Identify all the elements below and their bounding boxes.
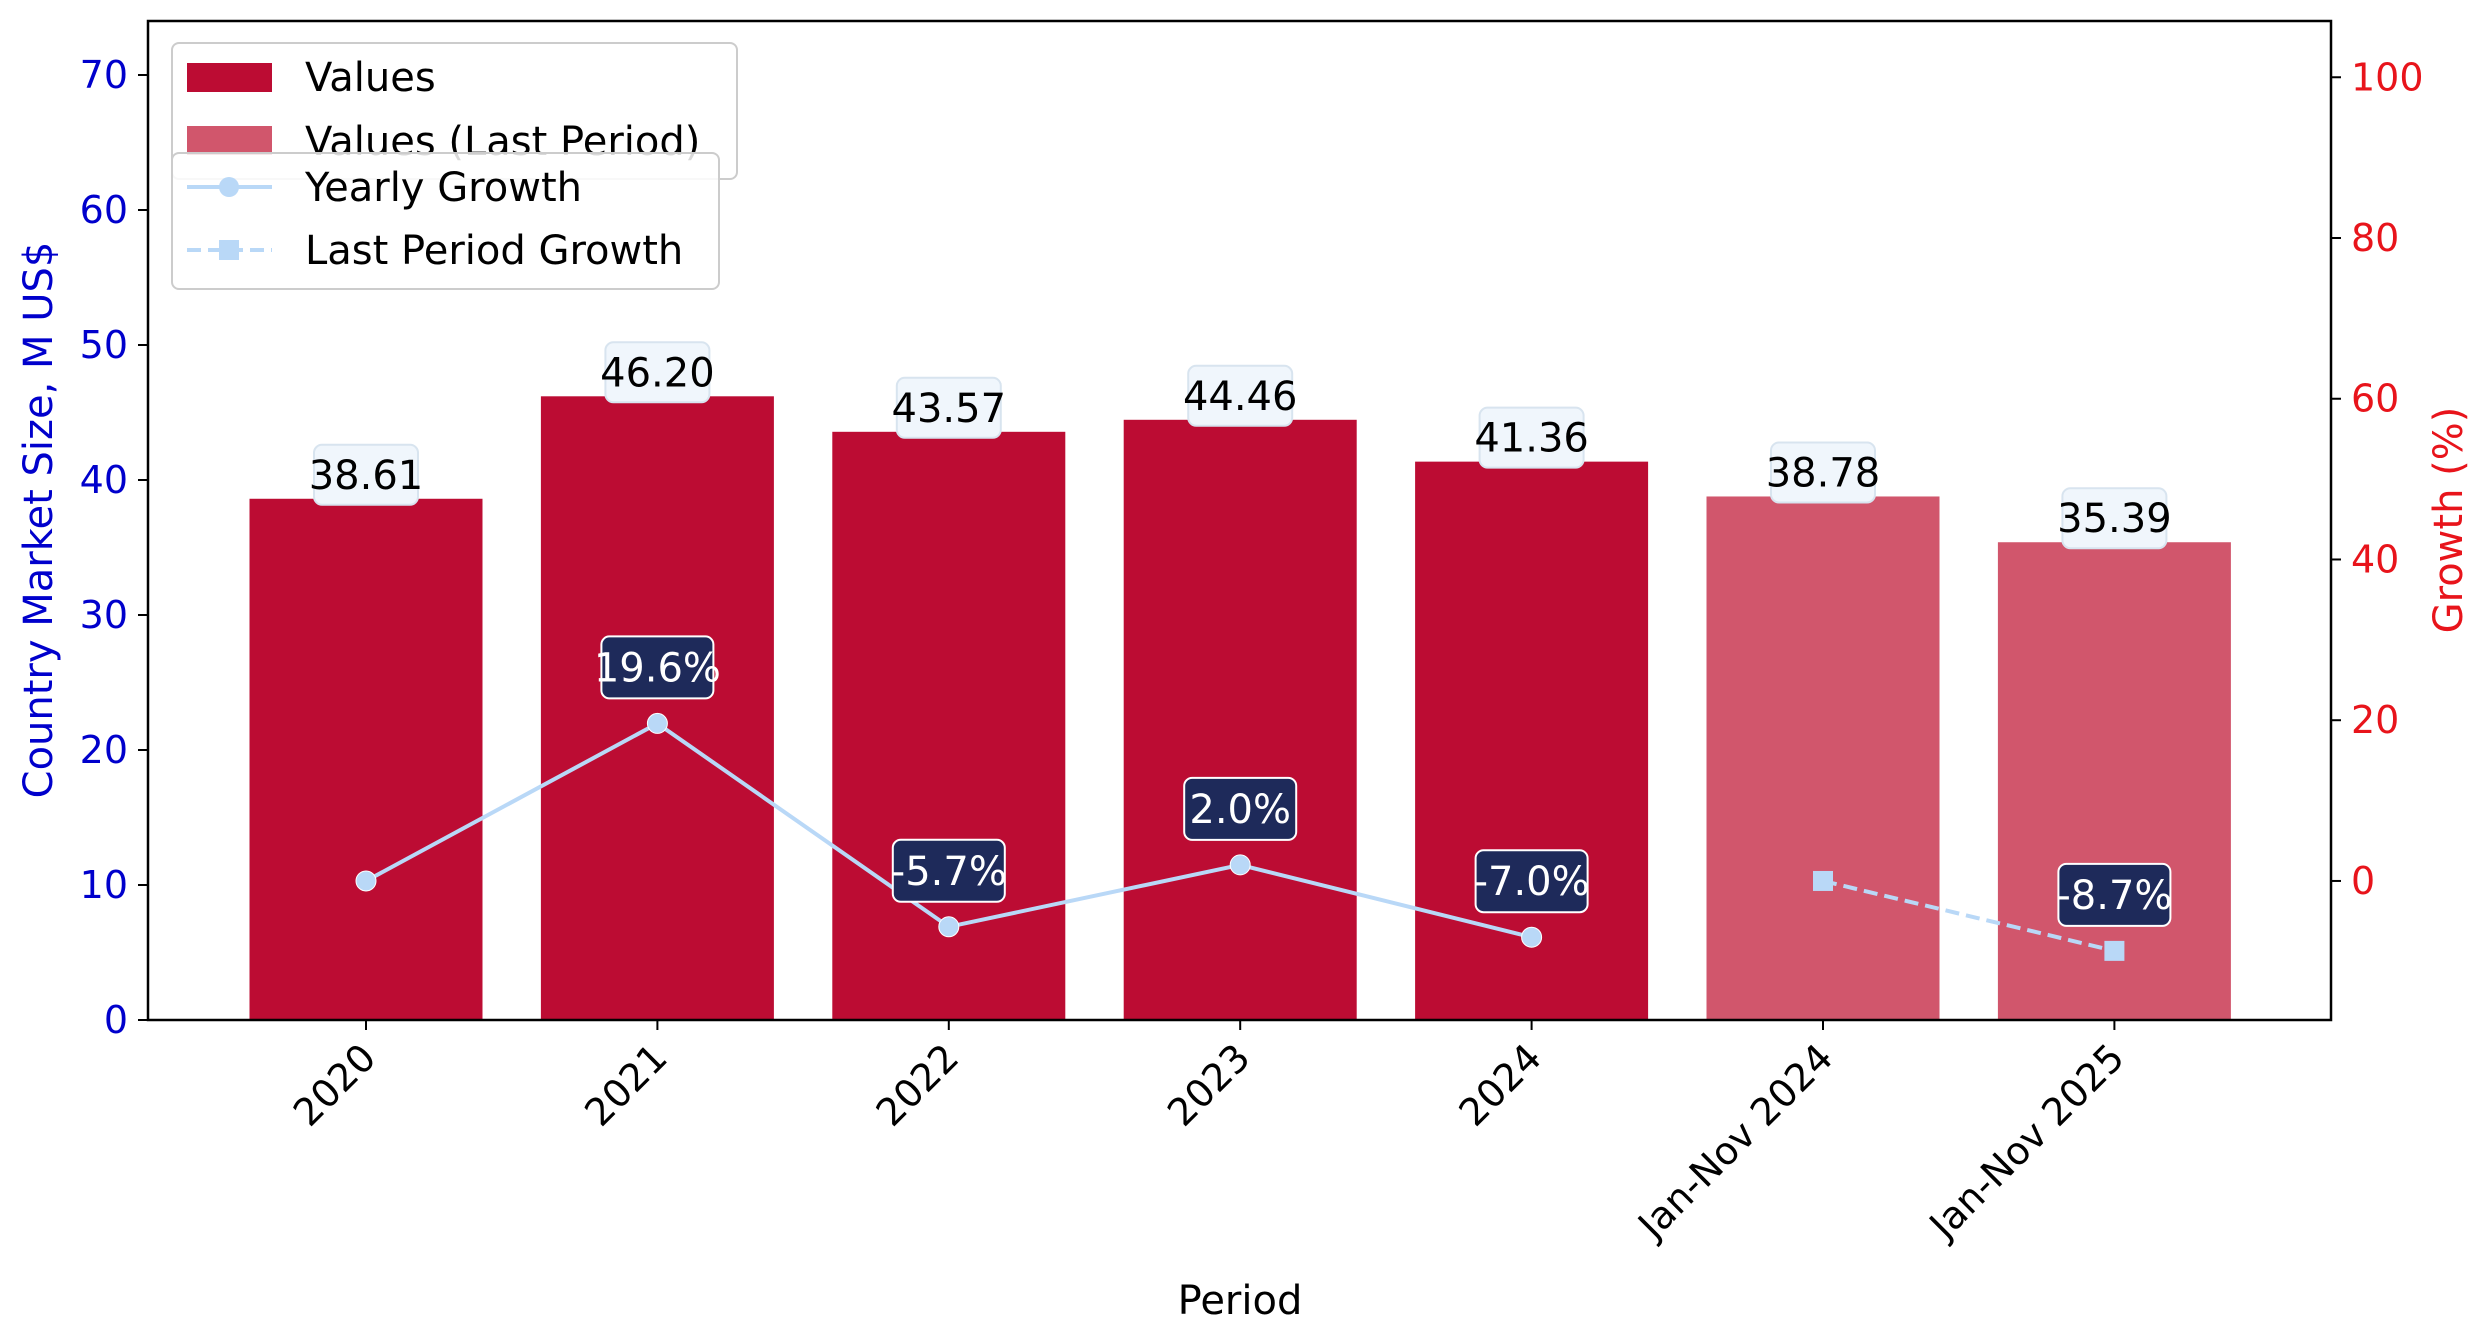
x-tick-label: Jan-Nov 2024 [1628,1035,1841,1248]
legend-lines: Yearly Growth Last Period Growth [171,152,720,290]
value-label: 46.20 [600,350,715,396]
growth-point [646,712,668,734]
growth-label-box [891,838,1006,903]
value-label-box [2061,487,2168,550]
growth-point [1813,870,1833,891]
growth-label: 2.0% [1189,787,1291,833]
growth-label-box [1183,776,1298,841]
legend-bars: Values Values (Last Period) [171,42,738,180]
value-label-box [1478,406,1585,469]
growth-lines-group [355,712,2125,961]
bars-group [249,396,2231,1021]
growth-label: -7.0% [1474,859,1590,905]
growth-point [1521,926,1543,948]
legend-marker-last-period-growth [219,240,239,260]
y2-tick-label: 80 [2351,216,2399,260]
y-axis-title: Country Market Size, M US$ [16,242,62,799]
y-tick-label: 40 [80,458,128,502]
value-label-box [1187,364,1294,427]
x-tick-label: 2024 [1450,1035,1550,1135]
y2-tick-label: 40 [2351,537,2399,581]
value-label-box [313,443,419,506]
growth-labels-group: 19.6% -5.7% 2.0% -7.0% -8.7% [594,635,2172,927]
bar-jan-nov-2024 [1706,496,1940,1021]
x-tick-label: 2021 [576,1035,676,1135]
y2-tick-label: 100 [2351,55,2424,99]
y-tick-label: 70 [80,53,128,97]
right-axis-ticks: 0 20 40 60 80 100 [2331,55,2424,903]
legend-label-last-period-growth: Last Period Growth [305,228,683,274]
legend-label-yearly-growth: Yearly Growth [304,165,582,211]
y2-tick-label: 0 [2351,859,2375,903]
legend-lines-frame [171,152,720,290]
value-label: 44.46 [1183,374,1298,420]
y-tick-label: 30 [80,593,128,637]
value-label: 35.39 [2057,496,2172,542]
value-labels-group: 38.61 46.20 43.57 44.46 41.36 38.78 35.39 [309,341,2172,550]
y-tick-label: 50 [80,323,128,367]
growth-label-box [600,635,715,700]
value-label: 38.61 [309,453,424,499]
legend-label-values: Values [305,55,436,101]
y-tick-label: 60 [80,188,128,232]
y2-axis-title: Growth (%) [2426,407,2472,634]
growth-label: -5.7% [891,849,1007,895]
bar-2020 [249,498,483,1020]
legend-swatch-values [187,63,272,92]
bar-jan-nov-2025 [1997,542,2231,1020]
value-label-box [604,341,711,404]
bar-2023 [1123,419,1357,1020]
y2-tick-label: 20 [2351,698,2399,742]
growth-label: -8.7% [2056,873,2172,919]
growth-point [2104,940,2125,961]
growth-label: 19.6% [594,645,721,691]
y-tick-label: 0 [104,998,128,1042]
growth-label-box [2057,862,2172,927]
legend-swatch-values-last-period [187,126,272,155]
y2-tick-label: 60 [2351,377,2399,421]
legend-marker-yearly-growth [219,177,239,197]
x-tick-label: 2020 [285,1035,385,1135]
bar-2021 [540,396,774,1020]
x-tick-label: 2023 [1159,1035,1259,1135]
y-tick-label: 10 [80,863,128,907]
y-tick-label: 20 [80,728,128,772]
series-line-last-period-growth [1822,879,2115,953]
value-label-box [895,376,1002,439]
growth-point [355,870,377,892]
x-axis-ticks: 2020 2021 2022 2023 2024 Jan-Nov 2024 Jan-Nov … [285,1020,2133,1248]
x-tick-label: 2022 [868,1035,968,1135]
x-axis-title: Period [1178,1278,1303,1324]
growth-point [1229,854,1251,876]
left-axis-ticks: 0 10 20 30 40 50 60 70 [80,53,148,1042]
value-label: 38.78 [1766,450,1881,496]
growth-point [938,916,960,938]
growth-label-box [1474,849,1589,914]
x-tick-label: Jan-Nov 2025 [1920,1035,2133,1248]
value-label-box [1770,441,1876,504]
value-label: 41.36 [1474,416,1589,462]
value-label: 43.57 [892,386,1007,432]
